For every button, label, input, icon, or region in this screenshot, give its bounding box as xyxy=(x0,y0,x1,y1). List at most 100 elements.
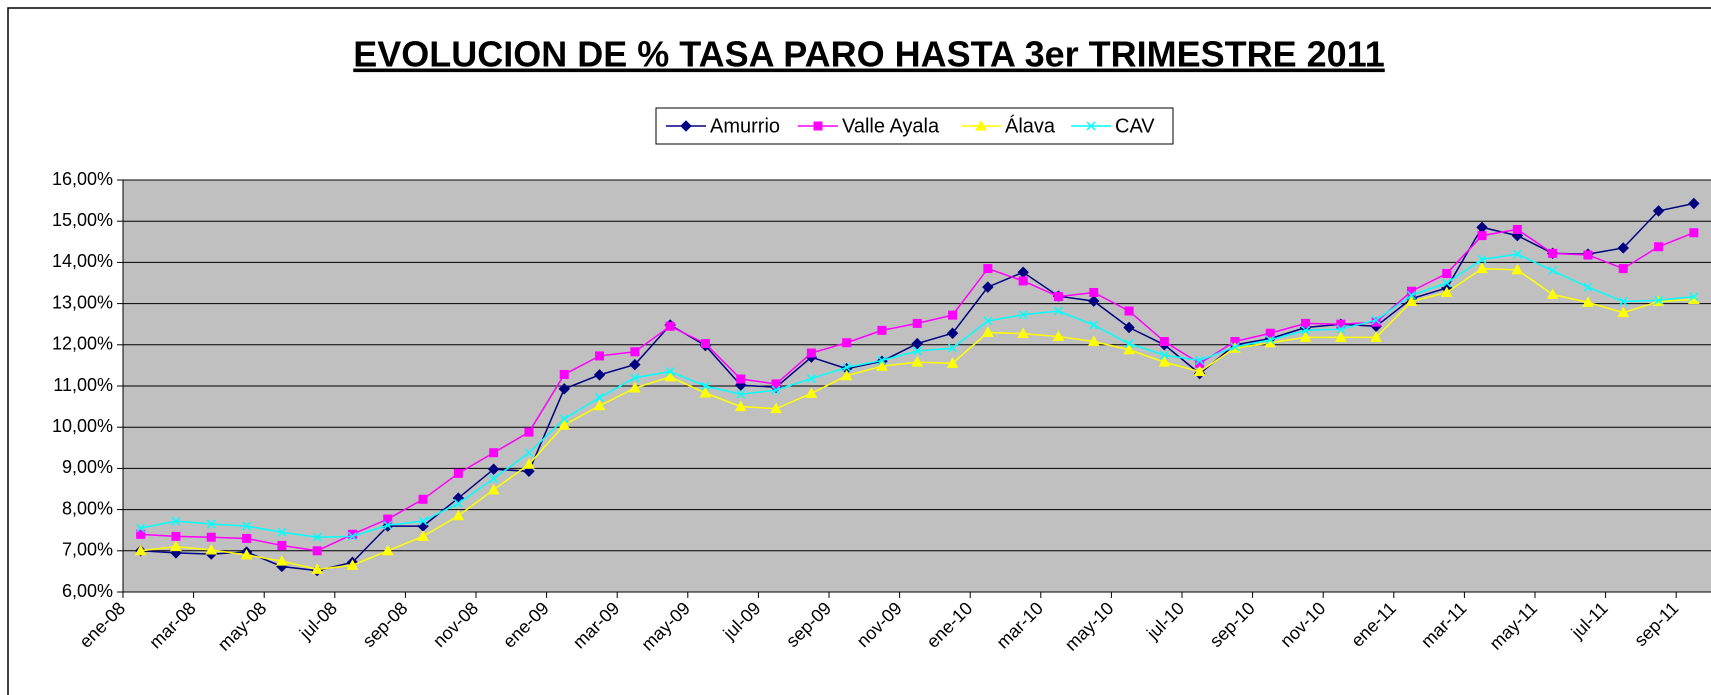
marker xyxy=(1052,330,1065,342)
marker xyxy=(1018,276,1028,286)
marker xyxy=(1089,287,1099,297)
marker xyxy=(1688,197,1700,210)
marker xyxy=(946,357,959,368)
marker xyxy=(487,483,500,495)
y-tick-label: 14,00% xyxy=(52,251,113,271)
marker xyxy=(206,519,216,529)
marker xyxy=(700,339,710,349)
marker xyxy=(771,379,781,389)
legend-label: CAV xyxy=(1115,115,1155,137)
marker xyxy=(946,327,959,339)
marker xyxy=(1511,263,1524,275)
marker xyxy=(1087,335,1100,347)
marker xyxy=(383,520,393,530)
marker xyxy=(1159,350,1169,360)
marker xyxy=(1299,331,1312,342)
marker xyxy=(418,494,428,504)
marker xyxy=(136,523,146,533)
marker xyxy=(948,310,958,320)
marker xyxy=(1406,290,1416,300)
marker xyxy=(1548,248,1558,258)
marker xyxy=(700,381,710,391)
marker xyxy=(699,386,712,398)
marker xyxy=(1548,266,1558,276)
marker xyxy=(1301,325,1311,335)
y-tick-label: 6,00% xyxy=(62,581,113,601)
marker xyxy=(1371,315,1381,325)
marker xyxy=(346,559,359,570)
y-tick-label: 12,00% xyxy=(52,334,113,354)
marker xyxy=(277,540,287,550)
marker xyxy=(1442,278,1452,288)
marker xyxy=(1654,295,1664,305)
marker xyxy=(311,563,323,574)
marker xyxy=(1159,337,1169,347)
marker xyxy=(1583,250,1593,260)
marker xyxy=(1618,264,1628,274)
marker xyxy=(842,362,852,372)
marker xyxy=(524,427,534,437)
marker xyxy=(806,374,816,384)
marker xyxy=(206,532,216,542)
marker xyxy=(1512,224,1522,234)
marker xyxy=(1371,317,1381,327)
marker xyxy=(487,463,500,475)
marker xyxy=(813,121,823,131)
marker xyxy=(418,516,428,526)
marker xyxy=(134,544,147,556)
marker xyxy=(595,393,605,403)
marker xyxy=(1476,262,1488,274)
marker xyxy=(242,533,252,543)
marker xyxy=(1230,342,1240,352)
marker xyxy=(1301,318,1311,328)
marker xyxy=(1195,355,1205,365)
legend-label: Valle Ayala xyxy=(842,115,940,137)
marker xyxy=(912,318,922,328)
marker xyxy=(948,343,958,353)
marker xyxy=(1582,296,1594,307)
marker xyxy=(734,400,747,412)
marker xyxy=(240,548,253,560)
marker xyxy=(975,119,987,131)
marker xyxy=(1089,320,1099,330)
marker xyxy=(170,540,182,552)
marker xyxy=(630,373,640,383)
marker xyxy=(381,544,394,556)
marker xyxy=(1086,121,1096,131)
marker xyxy=(347,531,357,541)
marker xyxy=(1053,306,1063,316)
marker xyxy=(983,264,993,274)
chart-title: EVOLUCION DE % TASA PARO HASTA 3er TRIME… xyxy=(353,34,1385,75)
marker xyxy=(771,385,781,395)
marker xyxy=(842,338,852,348)
marker xyxy=(1123,321,1135,334)
marker xyxy=(1088,295,1100,307)
marker xyxy=(911,337,923,350)
marker xyxy=(1158,356,1171,367)
marker xyxy=(876,360,888,371)
marker xyxy=(1618,297,1628,307)
marker xyxy=(242,521,252,531)
marker xyxy=(489,474,499,484)
marker xyxy=(383,514,393,524)
y-tick-label: 16,00% xyxy=(52,169,113,189)
marker xyxy=(523,458,535,469)
marker xyxy=(205,543,218,555)
marker xyxy=(840,369,853,381)
marker xyxy=(1018,310,1028,320)
y-tick-label: 13,00% xyxy=(52,292,113,312)
y-tick-label: 15,00% xyxy=(52,210,113,230)
marker xyxy=(1512,249,1522,259)
marker xyxy=(629,382,641,393)
marker xyxy=(1123,343,1135,355)
marker xyxy=(1477,254,1487,265)
marker xyxy=(1689,228,1699,238)
marker xyxy=(1335,331,1347,342)
marker xyxy=(805,387,818,398)
y-tick-label: 10,00% xyxy=(52,416,113,436)
marker xyxy=(1370,331,1382,342)
marker xyxy=(1265,335,1275,345)
marker xyxy=(1546,288,1559,300)
